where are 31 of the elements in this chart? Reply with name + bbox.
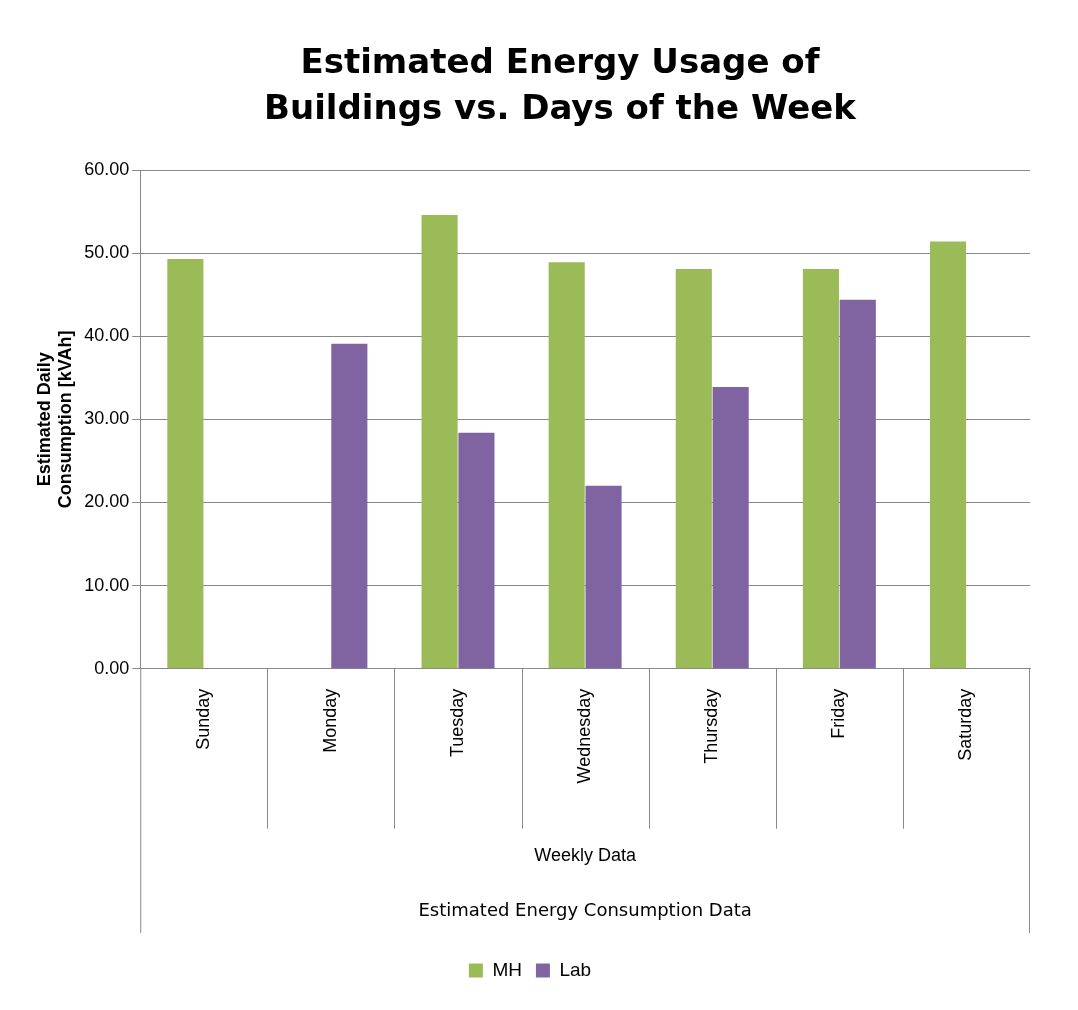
x-tick-label: Monday	[319, 688, 340, 753]
bar	[421, 214, 458, 669]
chart-title: Estimated Energy Usage of Buildings vs. Days of the Week	[263, 40, 857, 129]
y-tick-label: 20.00	[84, 491, 130, 512]
legend-label: Lab	[559, 958, 592, 980]
bar	[929, 241, 967, 669]
bar	[802, 268, 839, 669]
x-tick-label: Wednesday	[574, 688, 595, 784]
bar	[712, 386, 749, 669]
y-tick-label: 50.00	[84, 242, 130, 263]
bar	[675, 268, 712, 669]
text: Estimated Energy Consumption Data	[418, 898, 752, 920]
x-tick-label: Sunday	[192, 688, 213, 750]
x-tick-label: Thursday	[701, 688, 722, 764]
legend-label: MH	[492, 958, 522, 980]
y-tick-label: 30.00	[84, 408, 130, 429]
y-axis-title: Estimated Daily Consumption [kVAh]	[33, 330, 76, 509]
bar	[548, 262, 585, 669]
y-tick-label: 60.00	[84, 158, 130, 179]
x-tick-label: Friday	[828, 688, 849, 739]
bar	[167, 258, 204, 669]
y-tick-label: 10.00	[84, 574, 130, 595]
x-tick-label: Saturday	[955, 688, 976, 761]
bar	[839, 299, 876, 669]
x-axis-title: Weekly Data	[534, 845, 637, 866]
y-tick-label: 0.00	[94, 657, 130, 678]
y-tick-label: 40.00	[84, 325, 130, 346]
bar	[585, 485, 622, 669]
bar	[458, 432, 495, 669]
x-tick-label: Tuesday	[446, 688, 467, 758]
bar	[331, 343, 368, 669]
